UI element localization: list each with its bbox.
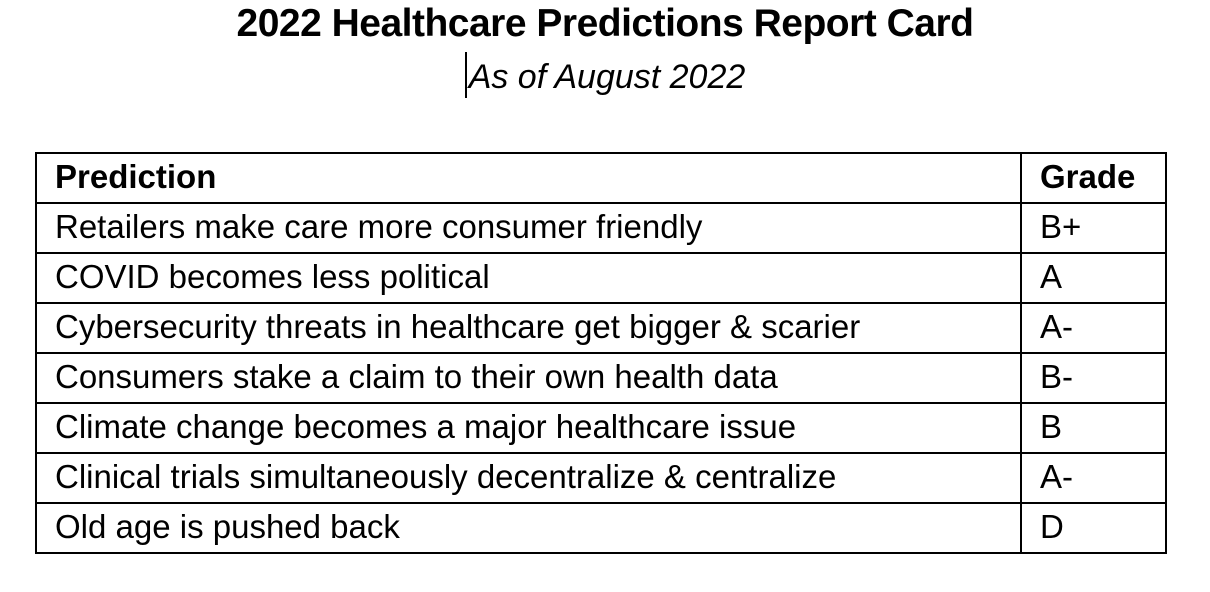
table-header-row: Prediction Grade: [35, 152, 1167, 204]
grade-cell: B: [1020, 402, 1167, 454]
text-cursor-caret: [464, 52, 467, 98]
report-card-table: Prediction Grade Retailers make care mor…: [35, 152, 1167, 554]
grade-cell: D: [1020, 502, 1167, 554]
table-row: Climate change becomes a major healthcar…: [35, 402, 1167, 454]
page-subtitle-text: As of August 2022: [468, 58, 746, 96]
page-title: 2022 Healthcare Predictions Report Card: [236, 2, 974, 45]
prediction-cell: COVID becomes less political: [35, 252, 1022, 304]
table-row: Clinical trials simultaneously decentral…: [35, 452, 1167, 504]
table-row: COVID becomes less political A: [35, 252, 1167, 304]
grade-cell: A: [1020, 252, 1167, 304]
grade-cell: B+: [1020, 202, 1167, 254]
table-row: Retailers make care more consumer friend…: [35, 202, 1167, 254]
table-row: Cybersecurity threats in healthcare get …: [35, 302, 1167, 354]
page-subtitle: As of August 2022: [0, 52, 1210, 98]
table-row: Old age is pushed back D: [35, 502, 1167, 554]
prediction-cell: Cybersecurity threats in healthcare get …: [35, 302, 1022, 354]
prediction-cell: Climate change becomes a major healthcar…: [35, 402, 1022, 454]
prediction-cell: Old age is pushed back: [35, 502, 1022, 554]
grade-cell: A-: [1020, 302, 1167, 354]
grade-cell: B-: [1020, 352, 1167, 404]
table-row: Consumers stake a claim to their own hea…: [35, 352, 1167, 404]
prediction-cell: Consumers stake a claim to their own hea…: [35, 352, 1022, 404]
prediction-cell: Retailers make care more consumer friend…: [35, 202, 1022, 254]
grade-cell: A-: [1020, 452, 1167, 504]
column-header-prediction: Prediction: [35, 152, 1022, 204]
column-header-grade: Grade: [1020, 152, 1167, 204]
prediction-cell: Clinical trials simultaneously decentral…: [35, 452, 1022, 504]
